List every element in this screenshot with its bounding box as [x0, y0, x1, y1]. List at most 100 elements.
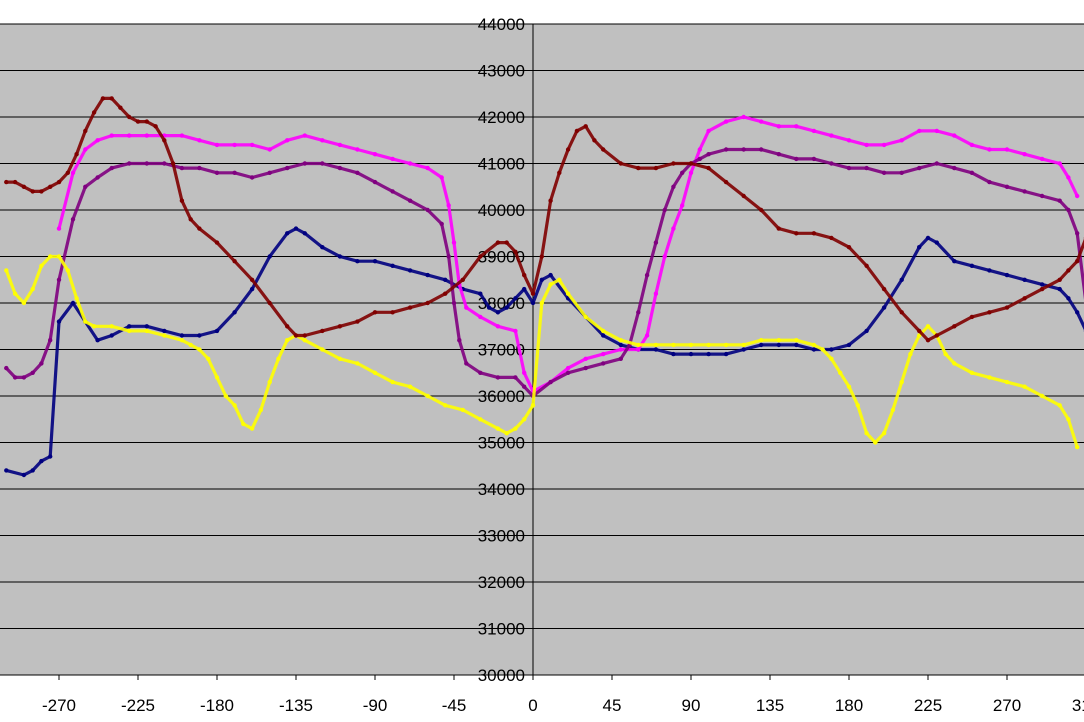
data-point: [320, 328, 325, 334]
data-point: [759, 342, 764, 348]
data-point: [530, 403, 536, 408]
data-point: [618, 161, 623, 166]
data-point: [109, 133, 114, 138]
data-point: [285, 165, 290, 171]
data-point: [969, 142, 975, 148]
data-point: [337, 142, 343, 148]
data-point: [197, 347, 202, 352]
data-point: [179, 133, 185, 138]
data-point: [759, 147, 764, 152]
data-point: [548, 272, 553, 278]
y-tick-label: 44000: [478, 15, 525, 34]
data-point: [355, 319, 360, 324]
data-point: [214, 328, 220, 334]
data-point: [443, 403, 448, 408]
data-point: [197, 138, 202, 143]
data-point: [4, 468, 9, 473]
data-point: [864, 328, 869, 334]
data-point: [4, 179, 9, 185]
data-point: [495, 240, 501, 245]
data-point: [443, 291, 448, 296]
data-point: [574, 128, 580, 134]
data-point: [829, 347, 834, 352]
data-point: [565, 147, 571, 152]
data-point: [127, 133, 132, 138]
data-point: [522, 370, 527, 375]
data-point: [864, 142, 869, 148]
data-point: [636, 347, 641, 352]
x-tick-label: 45: [603, 696, 622, 715]
data-point: [144, 324, 149, 329]
data-point: [548, 379, 553, 385]
data-point: [1075, 231, 1080, 236]
data-point: [671, 184, 676, 189]
data-point: [144, 328, 149, 334]
data-point: [214, 240, 220, 245]
data-point: [74, 296, 79, 301]
data-point: [759, 119, 764, 124]
data-point: [1057, 161, 1062, 166]
data-point: [100, 96, 106, 101]
data-point: [56, 179, 62, 185]
data-point: [881, 170, 887, 175]
data-point: [618, 356, 623, 361]
data-point: [1066, 268, 1071, 273]
data-point: [952, 133, 957, 138]
x-tick-label: -45: [442, 696, 467, 715]
data-point: [109, 96, 114, 101]
data-point: [451, 240, 457, 245]
data-point: [320, 347, 325, 352]
data-point: [302, 161, 307, 166]
data-point: [618, 347, 623, 352]
data-point: [486, 305, 492, 310]
data-point: [776, 342, 781, 348]
data-point: [925, 235, 931, 241]
data-point: [267, 147, 272, 152]
data-point: [267, 170, 272, 175]
data-point: [478, 314, 483, 320]
data-point: [320, 161, 325, 166]
data-point: [671, 342, 676, 348]
data-point: [811, 128, 817, 134]
data-point: [1022, 277, 1027, 282]
data-point: [776, 152, 781, 157]
data-point: [1057, 277, 1062, 282]
data-point: [557, 170, 562, 175]
data-point: [162, 333, 167, 338]
data-point: [425, 165, 430, 171]
data-point: [881, 431, 887, 436]
data-point: [302, 231, 307, 236]
data-point: [1022, 152, 1027, 157]
data-point: [179, 338, 185, 343]
data-point: [355, 170, 360, 175]
data-point: [495, 375, 501, 380]
data-point: [1022, 384, 1027, 389]
data-point: [170, 161, 176, 166]
data-point: [987, 375, 992, 380]
data-point: [197, 165, 202, 171]
y-gridlines: [0, 23, 1084, 629]
data-point: [30, 189, 35, 194]
data-point: [899, 138, 904, 143]
data-point: [1057, 403, 1062, 408]
data-point: [372, 152, 378, 157]
data-point: [653, 240, 659, 245]
data-point: [662, 254, 667, 259]
data-point: [829, 356, 834, 361]
data-point: [439, 221, 444, 227]
data-point: [135, 119, 141, 124]
data-point: [188, 342, 193, 348]
data-point: [30, 370, 35, 375]
data-point: [162, 138, 167, 143]
data-point: [48, 338, 53, 343]
data-point: [197, 226, 202, 231]
data-point: [925, 338, 931, 343]
data-point: [565, 291, 571, 296]
data-point: [759, 207, 764, 213]
data-point: [653, 165, 659, 171]
data-point: [144, 161, 149, 166]
y-axis: 3000031000320003300034000350003600037000…: [478, 15, 534, 685]
data-point: [987, 179, 992, 185]
data-point: [864, 431, 869, 436]
data-point: [83, 128, 88, 134]
